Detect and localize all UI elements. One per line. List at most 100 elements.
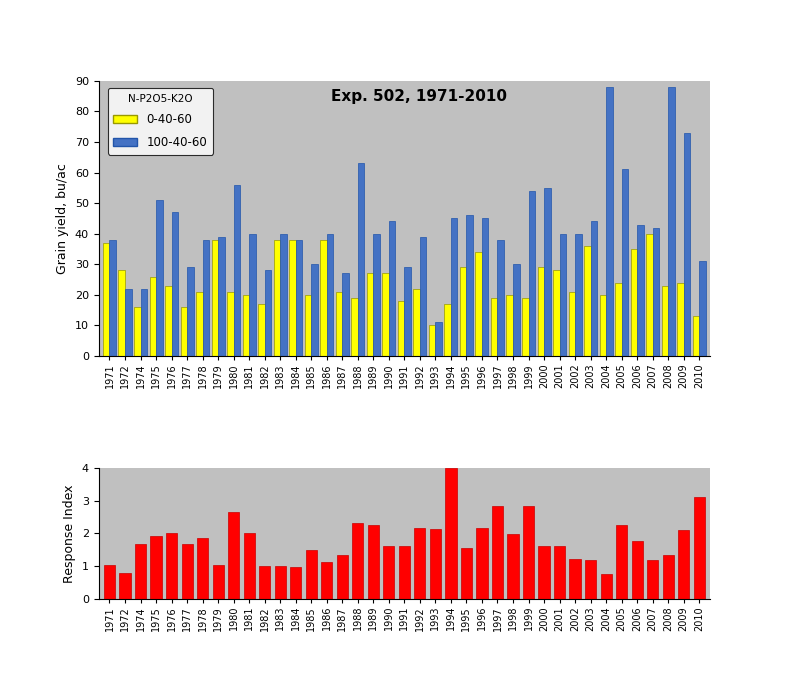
Bar xyxy=(559,234,566,356)
Bar xyxy=(398,546,410,599)
Bar xyxy=(156,200,163,356)
Text: Exp. 502, 1971-2010: Exp. 502, 1971-2010 xyxy=(331,89,507,104)
Bar xyxy=(591,221,597,356)
Bar xyxy=(203,240,209,356)
Bar xyxy=(150,277,156,356)
Bar xyxy=(342,273,349,356)
Bar xyxy=(585,560,596,599)
Bar xyxy=(451,219,458,356)
Bar xyxy=(678,530,690,599)
Bar xyxy=(181,544,193,599)
Bar xyxy=(228,512,239,599)
Y-axis label: Grain yield, bu/ac: Grain yield, bu/ac xyxy=(56,163,69,274)
Bar xyxy=(482,219,488,356)
Bar xyxy=(663,555,674,599)
Bar xyxy=(492,506,503,599)
Bar xyxy=(466,215,473,356)
Bar xyxy=(244,534,255,599)
Bar xyxy=(336,292,342,356)
Bar xyxy=(600,295,606,356)
Bar xyxy=(615,283,622,356)
Bar xyxy=(491,298,498,356)
Bar xyxy=(389,221,395,356)
Bar xyxy=(197,538,208,599)
Bar xyxy=(212,565,224,599)
Bar xyxy=(444,304,451,356)
Bar xyxy=(274,240,280,356)
Bar xyxy=(668,87,675,356)
Bar xyxy=(352,523,364,599)
Legend: 0-40-60, 100-40-60: 0-40-60, 100-40-60 xyxy=(107,88,213,155)
Bar xyxy=(544,188,551,356)
Bar xyxy=(311,264,318,356)
Bar xyxy=(151,536,162,599)
Bar xyxy=(653,227,659,356)
Bar xyxy=(575,234,581,356)
Bar xyxy=(538,546,550,599)
Bar xyxy=(196,292,203,356)
Y-axis label: Response Index: Response Index xyxy=(63,484,77,583)
Bar xyxy=(118,271,125,356)
Bar xyxy=(414,528,425,599)
Bar xyxy=(553,271,559,356)
Bar xyxy=(296,240,302,356)
Bar xyxy=(476,252,482,356)
Bar xyxy=(429,326,436,356)
Bar xyxy=(699,261,705,356)
Bar xyxy=(290,240,296,356)
Bar xyxy=(554,546,565,599)
Bar xyxy=(404,267,411,356)
Bar xyxy=(275,566,286,599)
Bar xyxy=(290,567,301,599)
Bar xyxy=(584,246,591,356)
Bar xyxy=(171,212,178,356)
Bar xyxy=(227,292,234,356)
Bar xyxy=(140,289,147,356)
Bar xyxy=(119,573,131,599)
Bar xyxy=(181,307,187,356)
Bar xyxy=(104,565,115,599)
Bar xyxy=(243,295,249,356)
Bar xyxy=(337,555,348,599)
Bar xyxy=(413,289,420,356)
Bar xyxy=(606,87,612,356)
Bar xyxy=(249,234,256,356)
Bar xyxy=(110,240,116,356)
Bar xyxy=(305,295,311,356)
Bar xyxy=(498,240,504,356)
Bar xyxy=(430,529,441,599)
Bar xyxy=(523,506,534,599)
Bar xyxy=(320,240,327,356)
Bar xyxy=(507,534,518,599)
Bar xyxy=(134,307,140,356)
Bar xyxy=(280,234,286,356)
Bar xyxy=(258,304,264,356)
Bar xyxy=(165,286,171,356)
Bar xyxy=(569,292,575,356)
Bar xyxy=(662,286,668,356)
Bar xyxy=(420,237,426,356)
Bar xyxy=(647,561,658,599)
Bar xyxy=(135,544,146,599)
Bar xyxy=(638,225,644,356)
Bar xyxy=(327,234,333,356)
Bar xyxy=(507,295,513,356)
Bar xyxy=(357,164,365,356)
Bar xyxy=(570,559,581,599)
Bar xyxy=(694,497,705,599)
Bar xyxy=(103,243,110,356)
Bar xyxy=(373,234,380,356)
Bar xyxy=(234,185,240,356)
Bar xyxy=(436,322,442,356)
Bar xyxy=(513,264,519,356)
Bar xyxy=(351,298,357,356)
Bar xyxy=(321,562,332,599)
Bar xyxy=(398,301,404,356)
Bar xyxy=(187,267,193,356)
Bar xyxy=(600,574,611,599)
Bar xyxy=(367,273,373,356)
Bar xyxy=(529,191,535,356)
Bar xyxy=(368,525,379,599)
Bar xyxy=(684,133,690,356)
Bar xyxy=(383,546,394,599)
